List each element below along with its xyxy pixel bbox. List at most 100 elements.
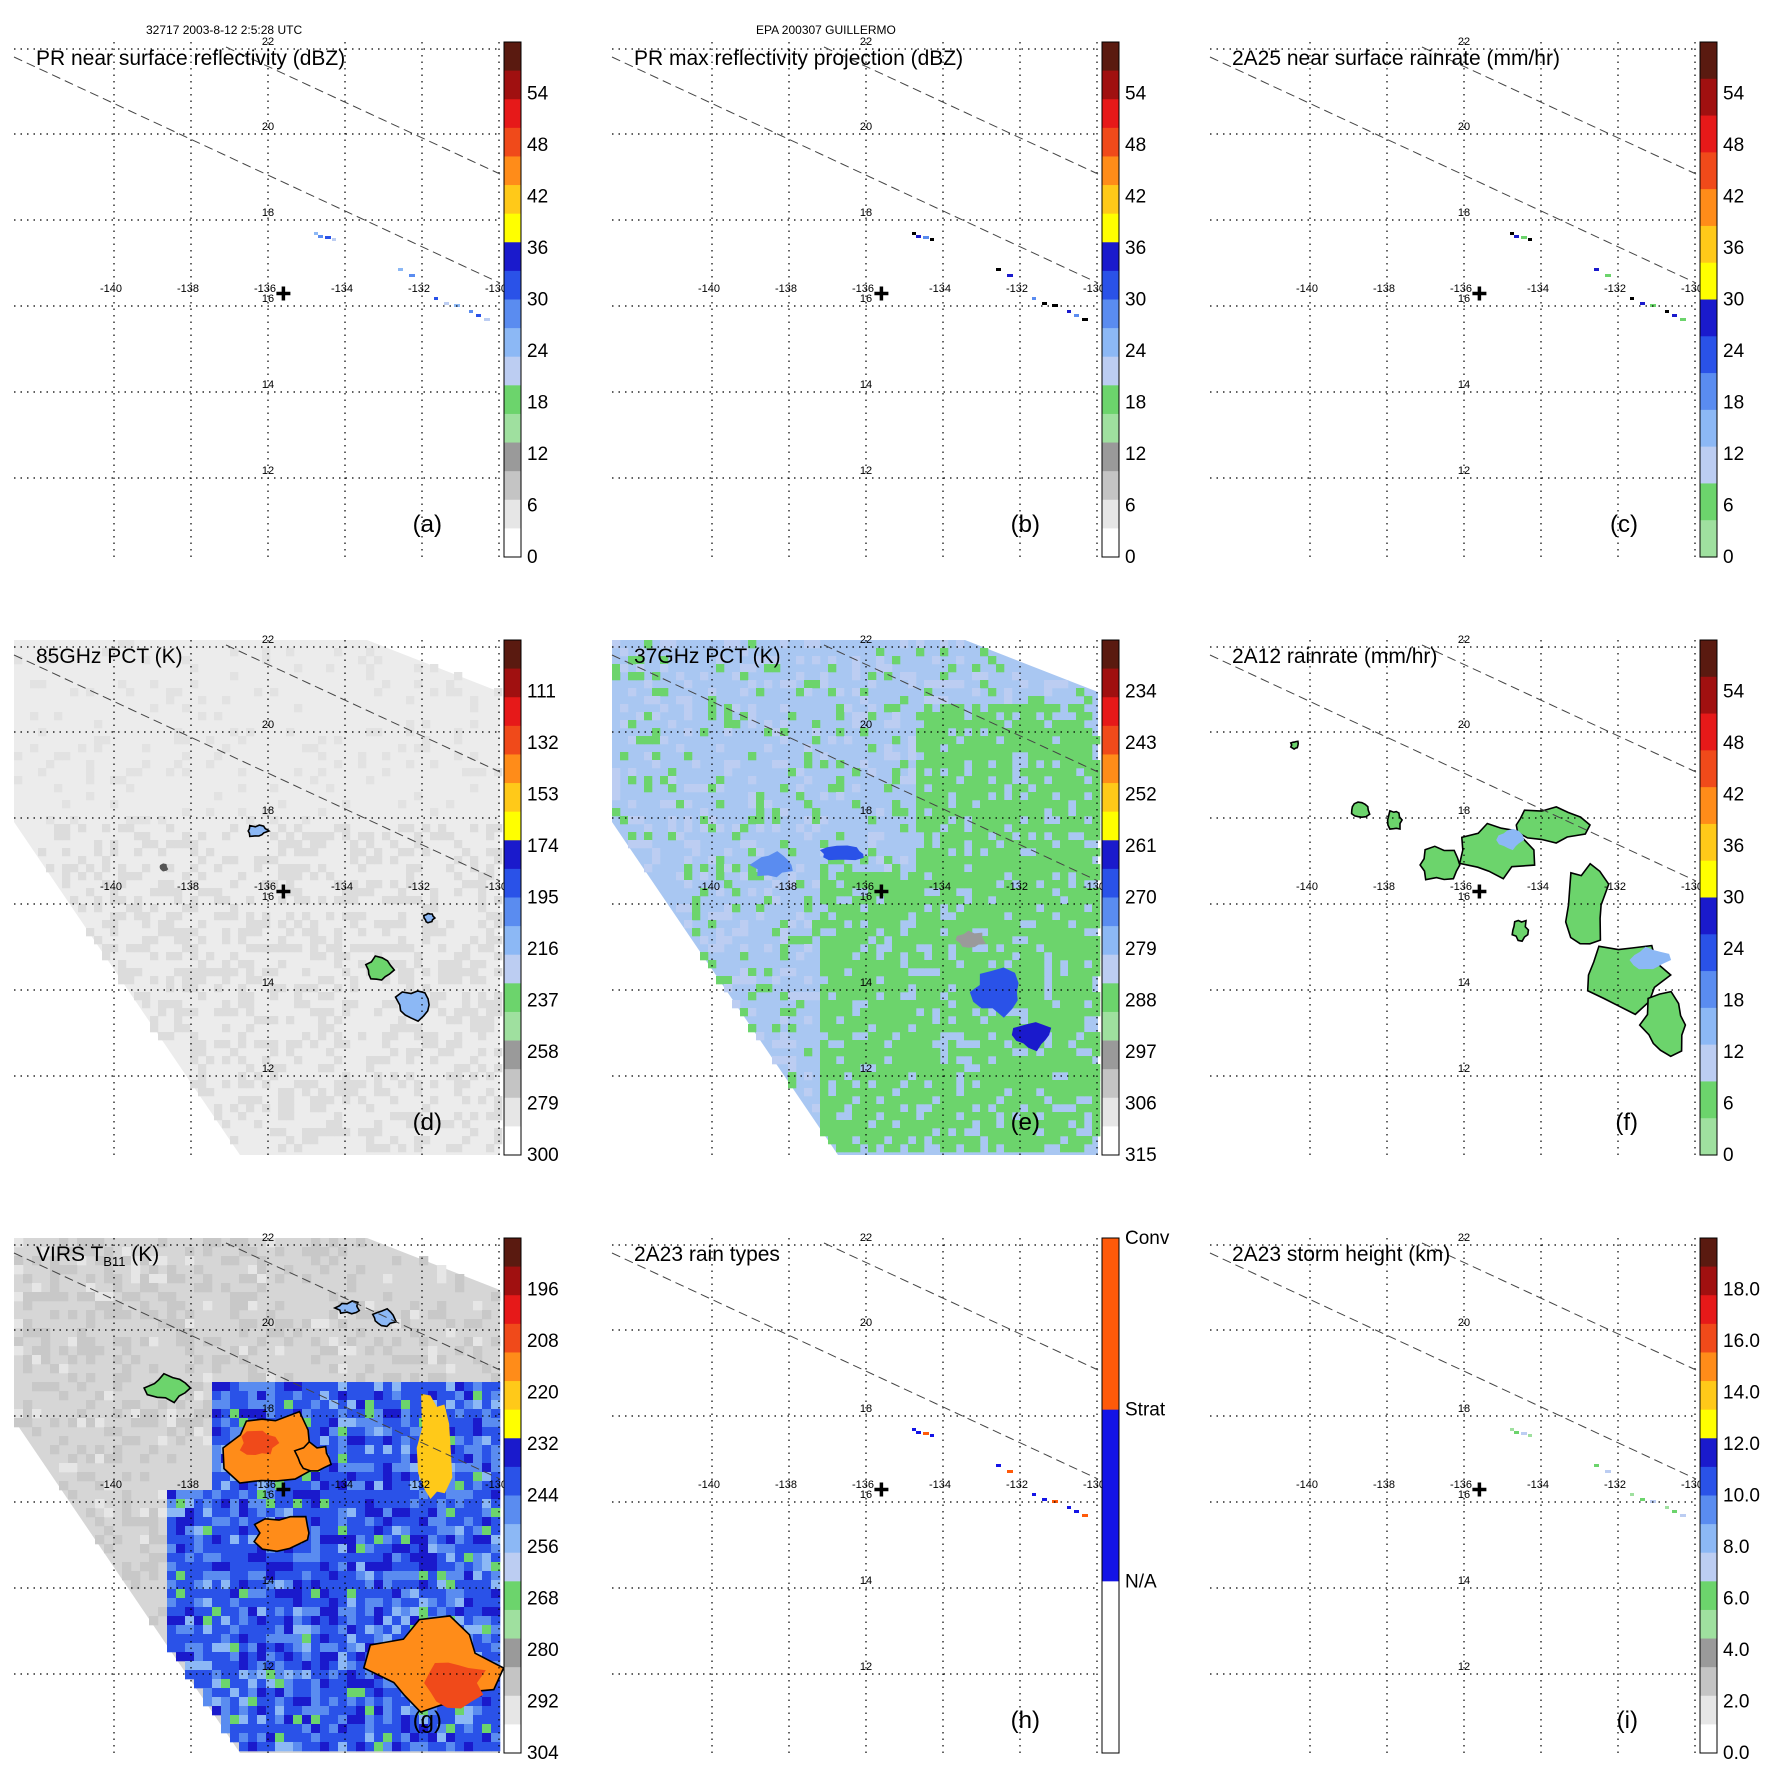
brightness-pixel [122, 1571, 132, 1581]
brightness-pixel [342, 832, 351, 841]
brightness-pixel [988, 712, 997, 721]
brightness-pixel [956, 976, 965, 985]
rain-pixel [314, 232, 318, 235]
brightness-pixel [414, 1136, 423, 1145]
brightness-pixel [1020, 840, 1029, 849]
brightness-pixel [374, 1724, 384, 1734]
brightness-pixel [414, 664, 423, 673]
brightness-pixel [383, 1598, 393, 1608]
brightness-pixel [356, 1517, 366, 1527]
brightness-pixel [230, 1607, 240, 1617]
brightness-pixel [158, 1032, 167, 1041]
brightness-pixel [676, 904, 685, 913]
brightness-pixel [46, 760, 55, 769]
brightness-pixel [356, 1697, 366, 1707]
brightness-pixel [780, 920, 789, 929]
brightness-pixel [41, 1292, 51, 1302]
brightness-pixel [852, 1056, 861, 1065]
brightness-pixel [414, 1024, 423, 1033]
brightness-pixel [254, 1072, 263, 1081]
brightness-pixel [1052, 944, 1061, 953]
brightness-pixel [996, 816, 1005, 825]
brightness-pixel [350, 1088, 359, 1097]
lon-tick-label: -140 [1296, 283, 1318, 295]
brightness-pixel [275, 1652, 285, 1662]
brightness-pixel [1092, 832, 1101, 841]
brightness-pixel [924, 992, 933, 1001]
brightness-pixel [1092, 1096, 1101, 1105]
brightness-pixel [266, 1634, 276, 1644]
brightness-pixel [620, 664, 629, 673]
brightness-pixel [1012, 840, 1021, 849]
brightness-pixel [275, 1598, 285, 1608]
brightness-pixel [284, 1571, 294, 1581]
brightness-pixel [383, 1562, 393, 1572]
colorbar-label: 234 [1125, 682, 1157, 703]
brightness-pixel [612, 664, 621, 673]
brightness-pixel [142, 744, 151, 753]
brightness-pixel [1084, 896, 1093, 905]
colorbar-label: 42 [1723, 785, 1744, 806]
brightness-pixel [311, 1544, 321, 1554]
brightness-pixel [392, 1409, 402, 1419]
brightness-pixel [374, 1562, 384, 1572]
brightness-pixel [820, 936, 829, 945]
brightness-pixel [257, 1571, 267, 1581]
brightness-pixel [740, 840, 749, 849]
brightness-pixel [1052, 832, 1061, 841]
brightness-pixel [365, 1445, 375, 1455]
brightness-pixel [194, 1562, 204, 1572]
brightness-pixel [365, 1508, 375, 1518]
brightness-pixel [347, 1400, 357, 1410]
brightness-pixel [988, 1120, 997, 1129]
rain-pixel [1510, 232, 1514, 235]
brightness-pixel [206, 1056, 215, 1065]
brightness-pixel [262, 968, 271, 977]
brightness-pixel [176, 1499, 186, 1509]
brightness-pixel [230, 968, 239, 977]
brightness-pixel [916, 976, 925, 985]
brightness-pixel [948, 736, 957, 745]
brightness-pixel [142, 992, 151, 1001]
lat-tick-label: 22 [262, 1232, 274, 1244]
brightness-pixel [996, 896, 1005, 905]
brightness-pixel [716, 784, 725, 793]
brightness-pixel [852, 1112, 861, 1121]
brightness-pixel [374, 1517, 384, 1527]
brightness-pixel [1052, 920, 1061, 929]
brightness-pixel [892, 720, 901, 729]
brightness-pixel [167, 1418, 177, 1428]
brightness-pixel [491, 1535, 501, 1545]
brightness-pixel [988, 704, 997, 713]
brightness-pixel [347, 1742, 357, 1752]
brightness-pixel [482, 1607, 492, 1617]
brightness-pixel [230, 1526, 240, 1536]
brightness-pixel [239, 1697, 249, 1707]
brightness-pixel [347, 1571, 357, 1581]
brightness-pixel [149, 1562, 159, 1572]
brightness-pixel [1092, 736, 1101, 745]
brightness-pixel [401, 1454, 411, 1464]
brightness-pixel [382, 1040, 391, 1049]
brightness-pixel [167, 1607, 177, 1617]
brightness-pixel [908, 960, 917, 969]
brightness-pixel [756, 1032, 765, 1041]
brightness-pixel [262, 1080, 271, 1089]
brightness-pixel [230, 1733, 240, 1743]
brightness-pixel [374, 1427, 384, 1437]
brightness-pixel [329, 1409, 339, 1419]
brightness-pixel [302, 1400, 312, 1410]
brightness-pixel [446, 1742, 456, 1752]
brightness-pixel [311, 1481, 321, 1491]
brightness-pixel [868, 880, 877, 889]
brightness-pixel [311, 1238, 321, 1248]
brightness-pixel [194, 1553, 204, 1563]
brightness-pixel [206, 736, 215, 745]
brightness-pixel [940, 840, 949, 849]
brightness-pixel [113, 1355, 123, 1365]
brightness-pixel [365, 1409, 375, 1419]
brightness-pixel [334, 896, 343, 905]
brightness-pixel [410, 1526, 420, 1536]
brightness-pixel [956, 824, 965, 833]
brightness-pixel [724, 720, 733, 729]
